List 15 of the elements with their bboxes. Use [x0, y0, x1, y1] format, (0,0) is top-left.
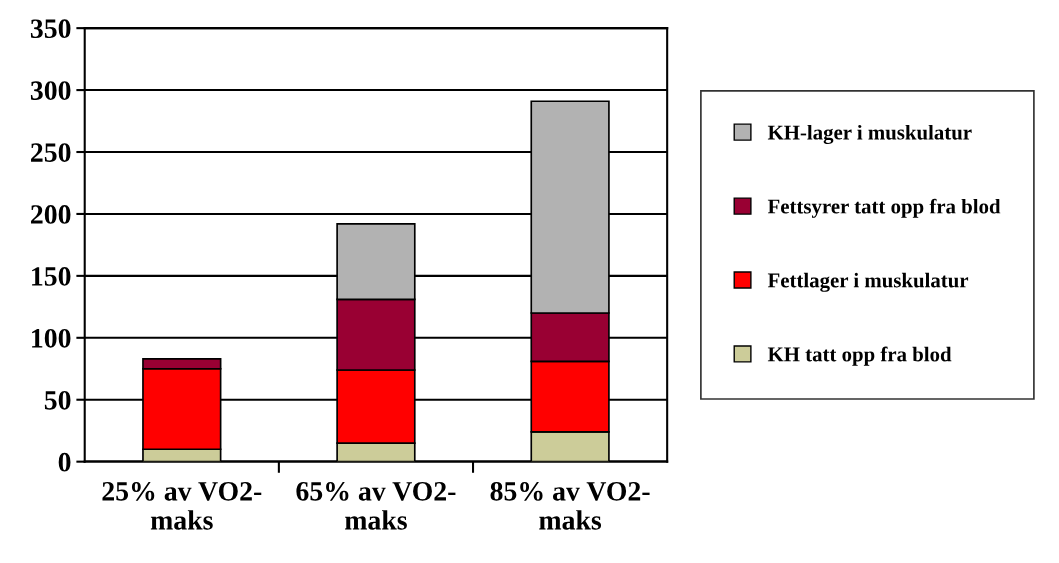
legend-label: KH tatt opp fra blod: [767, 346, 952, 366]
y-tick-label: 250: [31, 143, 71, 162]
y-tick-label: 150: [32, 267, 71, 286]
y-tick-label: 100: [32, 328, 71, 348]
y-tick-label: 200: [31, 205, 71, 224]
legend-label: Fettsyrer tatt opp fra blod: [767, 198, 1001, 218]
y-tick-label: 350: [30, 19, 71, 39]
legend-label: Fettlager i muskulatur: [767, 272, 969, 292]
x-tick-label: 25% av VO2- maks: [102, 481, 262, 530]
y-tick-label: 300: [30, 81, 71, 100]
x-tick-label: 85% av VO2- maks: [490, 481, 650, 530]
y-tick-label: 0: [58, 452, 71, 472]
legend-label: KH-lager i muskulatur: [767, 124, 972, 144]
x-tick-label: 65% av VO2- maks: [296, 481, 456, 530]
y-tick-label: 50: [44, 390, 71, 410]
